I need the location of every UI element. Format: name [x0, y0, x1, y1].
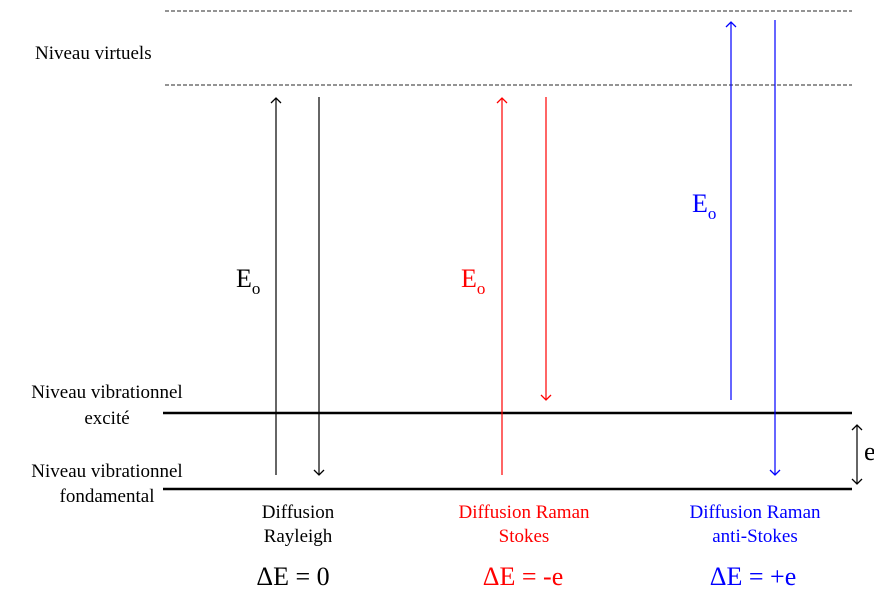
stokes-caption-line1: Diffusion Raman: [458, 502, 590, 523]
rayleigh-caption-line2: Rayleigh: [264, 526, 333, 547]
anti-stokes-delta-e: ΔE = +e: [710, 562, 796, 589]
stokes-energy-label: Eo: [461, 264, 485, 298]
anti-stokes-energy-label: Eo: [692, 189, 716, 223]
anti-stokes-caption-line2: anti-Stokes: [712, 526, 798, 547]
excited-level-label-line1: Niveau vibrationnel: [31, 382, 182, 403]
excited-level-label-line2: excité: [84, 408, 129, 429]
stokes-delta-e: ΔE = -e: [483, 562, 563, 589]
ground-level-label-line1: Niveau vibrationnel: [31, 461, 182, 482]
stokes-caption-line2: Stokes: [499, 526, 550, 547]
ground-level-label-line2: fondamental: [60, 486, 155, 507]
virtual-level-label: Niveau virtuels: [35, 43, 152, 64]
gap-label: e: [864, 437, 874, 466]
rayleigh-energy-label: Eo: [236, 264, 260, 298]
rayleigh-caption-line1: Diffusion: [262, 502, 335, 523]
anti-stokes-caption-line1: Diffusion Raman: [689, 502, 821, 523]
rayleigh-delta-e: ΔE = 0: [256, 562, 329, 589]
